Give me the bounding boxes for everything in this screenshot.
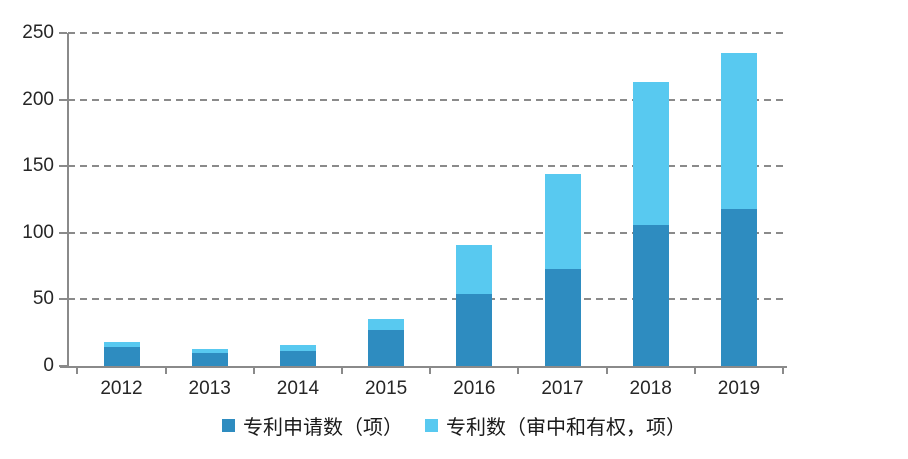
x-tick <box>782 368 784 374</box>
x-tick <box>76 368 79 374</box>
bar-segment-2018-series1 <box>632 82 669 225</box>
legend-swatch-patents <box>425 419 438 432</box>
legend-item-patents: 专利数（审中和有权，项） <box>425 411 686 440</box>
bar-segment-2017-series1 <box>544 174 581 269</box>
x-axis-category-label: 2013 <box>188 378 231 399</box>
legend-label-patents: 专利数（审中和有权，项） <box>446 417 686 439</box>
y-axis-tick-label: 50 <box>32 288 54 310</box>
bar-segment-2014-series1 <box>279 344 316 352</box>
bar-segment-2015-series1 <box>368 319 405 331</box>
bar-segment-2018-series0 <box>632 224 669 366</box>
y-tick-0 <box>59 365 67 367</box>
legend-swatch-applications <box>222 419 235 432</box>
bar-segment-2017-series0 <box>544 268 581 366</box>
bar-segment-2019-series0 <box>720 208 757 366</box>
x-tick <box>252 368 255 374</box>
y-axis-tick-label: 100 <box>22 221 54 243</box>
bar-segment-2015-series0 <box>368 330 405 366</box>
gridline-200 <box>68 98 783 101</box>
bar-segment-2013-series1 <box>191 348 228 353</box>
bar-segment-2019-series1 <box>720 52 757 209</box>
x-axis-category-label: 2018 <box>629 378 672 399</box>
legend-item-applications: 专利申请数（项） <box>222 411 403 440</box>
y-axis-tick-label: 200 <box>22 88 54 110</box>
x-axis-line <box>60 366 787 368</box>
gridline-100 <box>68 231 783 234</box>
x-tick <box>517 368 520 374</box>
bar-segment-2012-series1 <box>103 342 140 348</box>
gridline-150 <box>68 165 783 168</box>
y-tick-150 <box>59 165 67 168</box>
bar-segment-2016-series1 <box>456 244 493 295</box>
y-tick-200 <box>59 98 67 101</box>
x-axis-category-label: 2015 <box>364 378 408 399</box>
x-axis-category-label: 2019 <box>717 378 761 399</box>
y-axis-tick-label: 0 <box>43 355 54 376</box>
x-axis-category-label: 2014 <box>276 378 320 399</box>
x-axis-category-label: 2012 <box>100 378 143 399</box>
x-tick <box>341 368 343 374</box>
bar-segment-2013-series0 <box>191 352 228 366</box>
y-tick-50 <box>59 298 67 301</box>
bar-segment-2016-series0 <box>456 294 493 366</box>
x-axis-category-label: 2016 <box>453 378 496 399</box>
y-axis-tick-label: 150 <box>22 155 54 177</box>
y-axis-tick-label: 250 <box>22 22 54 43</box>
y-tick-250 <box>59 32 67 34</box>
x-tick <box>605 368 608 374</box>
bar-segment-2012-series0 <box>103 347 140 366</box>
legend: 专利申请数（项） 专利数（审中和有权，项） <box>0 411 908 440</box>
x-tick <box>164 368 167 374</box>
gridline-250 <box>68 32 783 34</box>
x-tick <box>429 368 432 374</box>
gridline-50 <box>68 298 783 301</box>
x-axis-category-label: 2017 <box>541 378 584 399</box>
x-tick <box>693 368 696 374</box>
y-tick-100 <box>59 231 67 234</box>
bar-segment-2014-series0 <box>279 351 316 366</box>
y-axis-line <box>67 33 69 368</box>
legend-label-applications: 专利申请数（项） <box>243 417 403 439</box>
